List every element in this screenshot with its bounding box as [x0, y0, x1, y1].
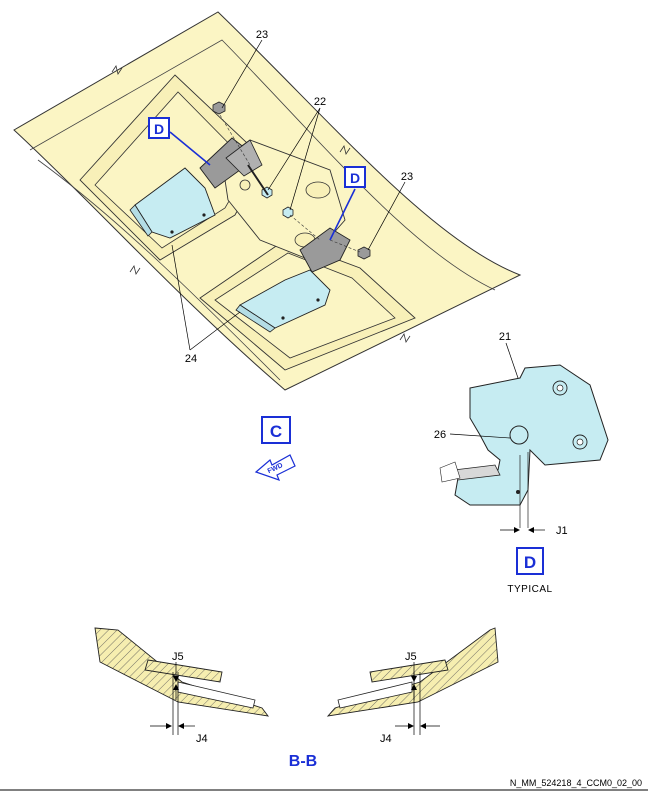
section-title: B-B — [289, 753, 317, 770]
callout-j5-right: J5 — [405, 651, 417, 663]
callout-j1: J1 — [556, 525, 568, 537]
callout-21: 21 — [499, 331, 511, 343]
svg-text:D: D — [154, 121, 164, 137]
svg-text:C: C — [270, 422, 282, 441]
bracket-24-left — [129, 167, 216, 239]
callout-23-top: 23 — [256, 29, 268, 41]
svg-text:D: D — [350, 170, 360, 186]
view-label-c: C — [261, 416, 291, 444]
section-bb-left — [94, 627, 270, 735]
view-label-d-left: D — [148, 117, 170, 139]
svg-text:D: D — [524, 553, 536, 572]
callout-j5-left: J5 — [172, 651, 184, 663]
figure-id: N_MM_524218_4_CCM0_02_00 — [510, 778, 642, 788]
leader-lines-blue — [169, 131, 356, 241]
fasteners — [212, 101, 371, 260]
callout-j4-right: J4 — [380, 733, 392, 745]
callout-22: 22 — [314, 96, 326, 108]
callout-24: 24 — [185, 353, 197, 365]
view-label-d-detail: D — [516, 547, 544, 575]
callout-26: 26 — [434, 429, 446, 441]
detail-d-latch — [439, 364, 609, 533]
callout-j4-left: J4 — [196, 733, 208, 745]
latch-plate-left — [199, 137, 263, 189]
fwd-arrow-icon: FWD — [254, 454, 296, 481]
callout-23-right: 23 — [401, 171, 413, 183]
leader-lines — [171, 39, 406, 351]
section-bb-right — [326, 627, 499, 735]
detail-caption: TYPICAL — [507, 584, 552, 595]
bracket-24-right — [235, 269, 331, 333]
detail-leaders — [449, 342, 519, 439]
view-label-d-right: D — [344, 166, 366, 188]
latch-plate-right — [299, 227, 351, 273]
